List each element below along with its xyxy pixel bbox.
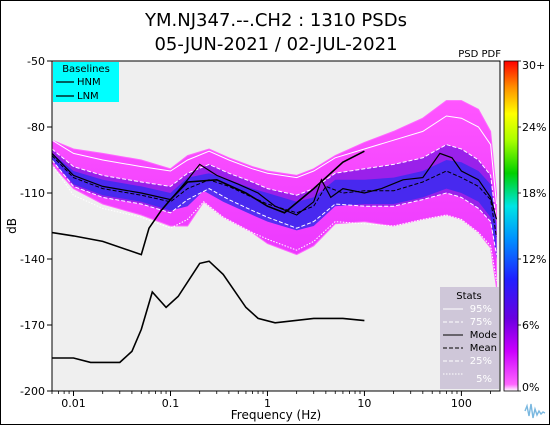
x-axis-label: Frequency (Hz): [231, 408, 322, 422]
y-axis-label: dB: [5, 218, 19, 234]
chart-title-line1: YM.NJ347.--.CH2 : 1310 PSDs: [144, 10, 407, 31]
stats-legend-title: Stats: [456, 291, 482, 302]
colorbar-label: 24%: [522, 121, 546, 134]
x-tick-label: 1: [264, 397, 271, 410]
x-tick-label: 100: [451, 397, 472, 410]
y-tick-label: -200: [20, 385, 45, 398]
lnm-line: [52, 260, 365, 364]
colorbar-label: 12%: [522, 253, 546, 266]
colorbar-labels: 0% 6% 12% 18% 24% 30+: [518, 59, 546, 394]
x-tick-label: 0.1: [162, 397, 180, 410]
plot-frame: [51, 60, 501, 392]
stats-legend: Stats 95% 75% Mode Mean 25% 5%: [440, 287, 499, 389]
p5-legend-label: 5%: [476, 374, 492, 385]
p75-legend-label: 75%: [470, 317, 492, 328]
x-tick-label: 0.01: [61, 397, 86, 410]
colorbar-label: 18%: [522, 187, 546, 200]
p5-line: [52, 164, 497, 282]
p25-line: [52, 159, 497, 255]
mode-legend-label: Mode: [470, 330, 497, 341]
y-tick-label: -50: [27, 55, 45, 68]
colorbar-label: 30+: [522, 59, 545, 72]
stats-legend-box: [440, 287, 499, 389]
chart-title-line2: 05-JUN-2021 / 02-JUL-2021: [154, 34, 397, 55]
baselines-legend: Baselines HNM LNM: [53, 62, 119, 102]
y-tick-label: -80: [27, 121, 45, 134]
y-tick-label: -140: [20, 253, 45, 266]
x-axis-ticks: 0.01 0.1 1 10 100: [51, 391, 492, 410]
colorbar-label: 6%: [522, 319, 539, 332]
baselines-legend-title: Baselines: [62, 64, 110, 75]
colorbar: [503, 60, 519, 392]
mean-line: [52, 155, 497, 238]
logo-icon: [522, 398, 548, 422]
colorbar-label: 0%: [522, 381, 539, 394]
plot-layer: [52, 100, 498, 364]
x-tick-label: 10: [357, 397, 371, 410]
hnm-legend-label: HNM: [77, 77, 101, 88]
y-tick-label: -170: [20, 319, 45, 332]
y-tick-label: -110: [20, 187, 45, 200]
mean-legend-label: Mean: [470, 343, 497, 354]
hnm-line: [52, 150, 365, 256]
p75-line: [52, 144, 497, 222]
p25-legend-label: 25%: [470, 356, 492, 367]
y-axis-ticks: -50 -80 -110 -140 -170 -200: [20, 55, 52, 398]
lnm-legend-label: LNM: [77, 91, 99, 102]
psd-pdf-label: PSD PDF: [458, 49, 501, 60]
p95-line: [52, 115, 497, 205]
p95-legend-label: 95%: [470, 304, 492, 315]
